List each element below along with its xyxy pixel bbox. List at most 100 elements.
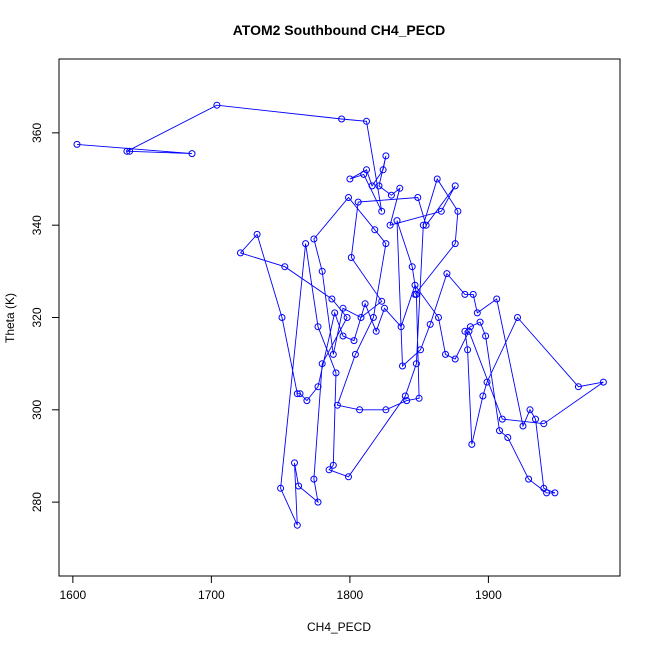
data-point — [382, 152, 390, 160]
data-point — [532, 415, 539, 423]
data-point — [331, 309, 339, 317]
data-point — [417, 346, 424, 354]
series-layer — [73, 101, 607, 529]
data-point — [329, 350, 337, 358]
data-point — [123, 147, 131, 155]
data-point — [278, 314, 286, 321]
data-point — [411, 281, 419, 289]
data-point — [318, 267, 326, 275]
y-tick-label: 300 — [30, 399, 44, 419]
data-point — [314, 383, 322, 391]
data-point — [437, 207, 445, 215]
data-point — [378, 297, 386, 305]
data-point — [526, 406, 534, 414]
data-point — [310, 475, 318, 483]
data-point — [281, 263, 289, 271]
data-point — [318, 360, 326, 368]
data-point — [468, 440, 476, 448]
data-point — [363, 166, 370, 174]
data-point — [332, 369, 340, 377]
data-point — [73, 140, 81, 148]
data-point — [253, 230, 261, 238]
data-point — [399, 362, 406, 370]
data-point — [381, 304, 388, 312]
data-point — [422, 221, 430, 229]
data-point — [401, 392, 409, 400]
data-point — [454, 207, 462, 215]
data-point — [476, 318, 484, 326]
data-point — [375, 182, 383, 190]
data-point — [338, 115, 346, 123]
data-point — [599, 378, 607, 386]
data-point — [442, 350, 449, 358]
data-point — [412, 360, 420, 368]
data-point — [435, 314, 442, 321]
data-point — [329, 461, 337, 469]
data-point — [479, 392, 487, 400]
data-point — [451, 182, 459, 190]
data-point — [357, 314, 365, 321]
data-point — [369, 314, 377, 321]
y-axis: 280 300 320 340 360 — [30, 123, 59, 512]
data-point — [451, 240, 459, 248]
data-point — [346, 175, 354, 183]
data-point — [379, 166, 387, 174]
data-point — [361, 300, 369, 308]
data-point — [333, 401, 341, 409]
data-point — [574, 383, 582, 391]
chart-title: ATOM2 Southbound CH4_PECD — [233, 22, 446, 38]
data-point — [356, 406, 364, 414]
data-point — [328, 295, 336, 303]
y-tick-label: 340 — [30, 215, 44, 235]
data-point — [396, 184, 404, 192]
y-tick-label: 360 — [30, 123, 44, 143]
data-point — [371, 226, 379, 234]
data-point — [314, 498, 322, 506]
data-point — [363, 117, 370, 125]
data-point — [403, 397, 411, 405]
data-point — [415, 394, 423, 402]
data-point — [519, 422, 527, 430]
data-point — [293, 521, 301, 529]
data-point — [351, 350, 359, 358]
data-point — [345, 194, 352, 201]
data-point — [368, 182, 376, 190]
data-point — [504, 434, 512, 441]
series-line — [76, 104, 604, 526]
data-point — [514, 314, 521, 321]
x-axis-label: CH4_PECD — [307, 620, 371, 634]
data-point — [387, 191, 395, 199]
x-tick-label: 1900 — [475, 588, 502, 602]
data-point — [414, 194, 422, 201]
data-point — [291, 459, 298, 467]
data-point — [350, 337, 358, 345]
data-point — [498, 415, 506, 423]
data-point — [339, 332, 347, 340]
x-tick-label: 1600 — [60, 588, 87, 602]
data-point — [382, 240, 390, 248]
plot-frame — [58, 58, 621, 577]
y-tick-label: 320 — [30, 307, 44, 327]
data-point — [408, 263, 416, 271]
data-point — [237, 249, 244, 257]
data-point — [213, 101, 221, 109]
data-point — [482, 332, 490, 340]
data-point — [543, 489, 551, 497]
data-point — [302, 240, 310, 248]
data-point — [464, 346, 472, 354]
data-point — [303, 397, 311, 405]
data-point — [451, 355, 459, 363]
data-point — [540, 420, 548, 428]
data-point — [188, 150, 196, 158]
data-point — [483, 378, 491, 386]
data-point — [411, 290, 419, 298]
data-point — [310, 235, 318, 243]
data-point — [354, 198, 362, 206]
data-point — [426, 320, 434, 328]
data-point — [393, 217, 401, 225]
data-point — [347, 254, 355, 261]
data-point — [466, 323, 474, 331]
data-point — [296, 390, 304, 398]
data-point — [433, 175, 441, 183]
